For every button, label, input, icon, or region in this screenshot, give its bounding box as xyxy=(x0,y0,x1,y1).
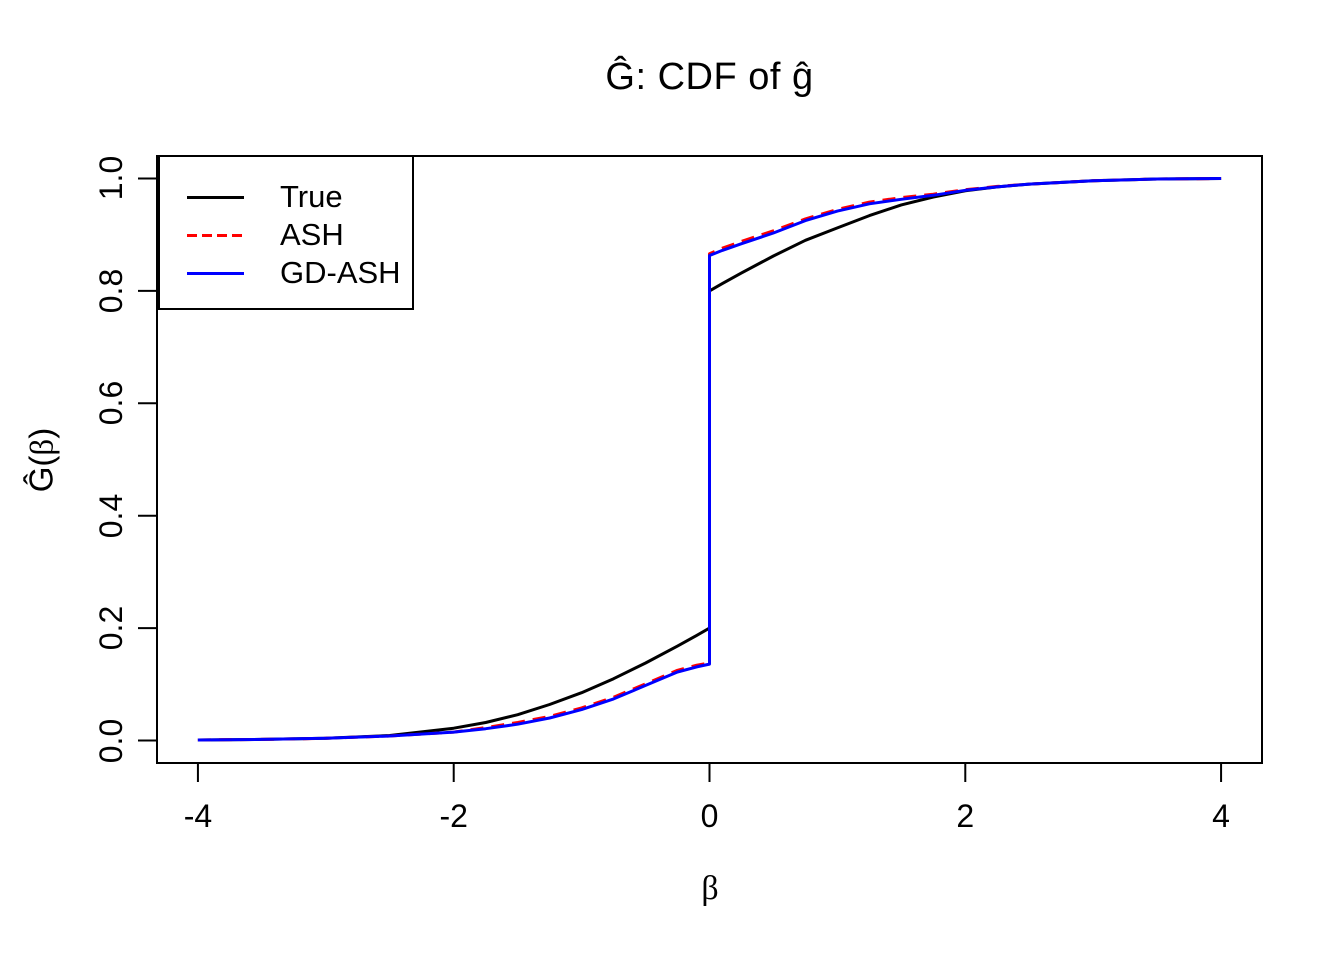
x-tick-label: -4 xyxy=(183,798,213,834)
y-tick-label: 0.8 xyxy=(93,268,129,314)
legend-item-true: True xyxy=(160,178,412,216)
solid-line-sample xyxy=(187,271,244,275)
dashed-line-sample xyxy=(187,233,244,237)
y-tick-label: 0.2 xyxy=(93,605,129,651)
legend: True ASH GD-ASH xyxy=(158,155,414,310)
x-axis-title: β xyxy=(701,870,719,907)
y-tick-label: 0.0 xyxy=(93,718,129,763)
chart-title: Ĝ: CDF of ĝ xyxy=(605,56,814,98)
x-tick-label: 4 xyxy=(1212,798,1230,834)
series-gd-ash xyxy=(197,177,1222,742)
x-tick-label: 0 xyxy=(700,798,719,834)
plot-border xyxy=(156,155,1263,764)
x-tick-label: -2 xyxy=(439,798,468,834)
legend-label: True xyxy=(280,179,343,214)
legend-item-ash: ASH xyxy=(160,216,412,254)
legend-label: ASH xyxy=(280,217,344,252)
y-tick-label: 0.4 xyxy=(93,493,129,538)
legend-label: GD-ASH xyxy=(280,255,401,290)
y-axis-title: Ĝ(β) xyxy=(22,427,61,493)
solid-line-sample xyxy=(187,195,244,199)
y-tick-label: 0.6 xyxy=(93,381,129,426)
x-tick-label: 2 xyxy=(956,798,975,834)
y-tick-label: 1.0 xyxy=(93,156,129,201)
legend-item-gd-ash: GD-ASH xyxy=(160,254,412,292)
